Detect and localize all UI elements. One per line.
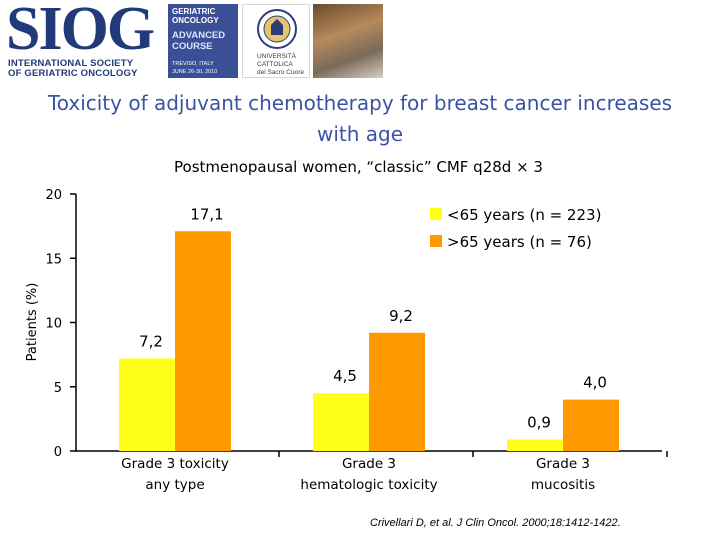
- x-category-label: Grade 3 toxicity: [121, 456, 229, 472]
- course-line-3: ADVANCED: [172, 30, 226, 41]
- siog-logo-word: SIOG: [6, 0, 155, 63]
- data-label: 4,0: [583, 374, 607, 392]
- data-label: 4,5: [333, 367, 357, 385]
- x-category-label: Grade 3: [342, 456, 396, 472]
- university-line-2: CATTOLICA: [257, 61, 293, 68]
- bar: [507, 439, 563, 451]
- bar: [313, 393, 369, 451]
- university-line-3: del Sacro Cuore: [257, 69, 304, 76]
- chart-subtitle: Postmenopausal women, “classic” CMF q28d…: [174, 158, 543, 176]
- header-banner: SIOG INTERNATIONAL SOCIETY OF GERIATRIC …: [0, 0, 720, 82]
- legend-label: >65 years (n = 76): [447, 233, 592, 251]
- siog-logo-line-1: INTERNATIONAL SOCIETY: [8, 58, 134, 69]
- y-tick-label: 0: [54, 445, 62, 460]
- x-category-label: any type: [145, 477, 204, 493]
- course-line-1: GERIATRIC: [172, 7, 216, 16]
- legend-label: <65 years (n = 223): [447, 206, 601, 224]
- y-tick-label: 5: [54, 381, 62, 396]
- citation: Crivellari D, et al. J Clin Oncol. 2000;…: [370, 517, 621, 529]
- x-category-label: hematologic toxicity: [300, 477, 437, 493]
- advanced-course-logo: GERIATRIC ONCOLOGY ADVANCED COURSE TREVI…: [168, 4, 238, 78]
- x-category-label: mucositis: [531, 477, 595, 493]
- data-label: 7,2: [139, 332, 163, 350]
- university-line-1: UNIVERSITÀ: [257, 53, 297, 60]
- legend-swatch: [430, 235, 442, 247]
- course-line-4: COURSE: [172, 41, 213, 52]
- x-category-label: Grade 3: [536, 456, 590, 472]
- data-label: 9,2: [389, 307, 413, 325]
- legend-swatch: [430, 208, 442, 220]
- y-tick-label: 20: [45, 188, 62, 203]
- bar: [119, 358, 175, 451]
- siog-logo: SIOG INTERNATIONAL SOCIETY OF GERIATRIC …: [4, 0, 164, 79]
- y-tick-label: 15: [45, 252, 62, 267]
- siog-logo-line-2: OF GERIATRIC ONCOLOGY: [8, 68, 138, 79]
- course-line-6: JUNE 26-30, 2010: [172, 69, 218, 75]
- slide-title: Toxicity of adjuvant chemotherapy for br…: [47, 91, 673, 146]
- course-line-2: ONCOLOGY: [172, 16, 219, 25]
- data-label: 17,1: [190, 205, 223, 223]
- bar: [563, 399, 619, 451]
- y-axis-title: Patients (%): [25, 283, 40, 362]
- course-line-5: TREVISO, ITALY: [172, 61, 214, 67]
- bar: [175, 231, 231, 451]
- bar: [369, 332, 425, 451]
- y-tick-label: 10: [45, 317, 62, 332]
- university-seal-logo: UNIVERSITÀ CATTOLICA del Sacro Cuore: [242, 4, 310, 78]
- data-label: 0,9: [527, 413, 551, 431]
- audience-photo: [313, 4, 383, 78]
- university-seal-icon: [257, 9, 297, 49]
